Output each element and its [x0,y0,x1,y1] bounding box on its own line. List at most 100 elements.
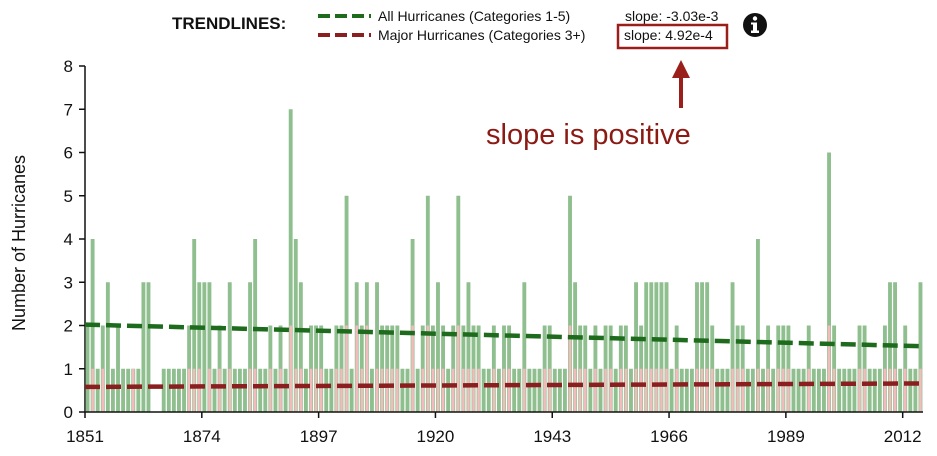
bar-all[interactable] [705,282,710,412]
bar-major[interactable] [807,368,810,412]
bar-major[interactable] [888,368,892,412]
bar-all[interactable] [552,368,557,412]
bar-major[interactable] [583,368,587,412]
bar-major[interactable] [639,368,643,412]
bar-all[interactable] [689,368,694,412]
bar-major[interactable] [187,368,191,412]
bar-all[interactable] [649,282,654,412]
bar-major[interactable] [101,368,105,412]
bar-all[interactable] [522,282,527,412]
bar-all[interactable] [877,368,882,412]
bar-major[interactable] [644,368,648,412]
bar-major[interactable] [832,368,836,412]
bar-major[interactable] [131,368,135,412]
bar-major[interactable] [492,368,496,412]
bar-all[interactable] [166,368,171,412]
bar-major[interactable] [863,368,866,412]
bar-major[interactable] [523,368,526,412]
bar-major[interactable] [675,368,678,412]
bar-all[interactable] [370,368,374,412]
bar-all[interactable] [110,368,115,412]
bar-major[interactable] [695,368,699,412]
bar-major[interactable] [457,325,460,413]
bar-all[interactable] [771,368,776,412]
bar-major[interactable] [787,368,790,412]
bar-major[interactable] [578,368,582,412]
bar-all[interactable] [324,368,329,412]
bar-all[interactable] [872,368,877,412]
bar-major[interactable] [253,368,257,412]
bar-all[interactable] [253,239,258,412]
bar-major[interactable] [451,368,455,412]
legend-label-all[interactable]: All Hurricanes (Categories 1-5) [378,8,570,24]
bar-all[interactable] [105,282,110,412]
bar-all[interactable] [85,325,90,413]
bar-all[interactable] [227,282,232,412]
bar-all[interactable] [684,368,689,412]
bar-all[interactable] [415,368,420,412]
bar-major[interactable] [309,368,313,412]
bar-all[interactable] [405,368,410,412]
bar-all[interactable] [827,152,831,413]
bar-all[interactable] [557,368,562,412]
bar-all[interactable] [573,282,578,412]
bar-all[interactable] [425,195,430,412]
bar-major[interactable] [477,368,480,412]
bar-all[interactable] [197,282,202,412]
bar-all[interactable] [634,282,638,412]
bar-all[interactable] [761,368,765,412]
bar-major[interactable] [467,368,470,412]
bar-major[interactable] [893,368,897,412]
bar-all[interactable] [512,368,517,412]
bar-major[interactable] [208,368,211,412]
bar-all[interactable] [446,368,451,412]
bar-major[interactable] [380,368,384,412]
bar-major[interactable] [756,368,760,412]
bar-all[interactable] [659,282,664,412]
bar-major[interactable] [396,368,399,412]
bar-major[interactable] [269,368,272,412]
bar-all[interactable] [613,368,618,412]
bar-major[interactable] [502,368,506,412]
bar-all[interactable] [222,368,227,412]
bar-all[interactable] [816,368,821,412]
bar-major[interactable] [776,368,780,412]
bar-all[interactable] [263,368,268,412]
bar-major[interactable] [289,325,292,413]
bar-major[interactable] [441,368,445,412]
bar-all[interactable] [344,195,349,412]
bar-all[interactable] [867,368,872,412]
bar-major[interactable] [883,368,887,412]
bar-major[interactable] [319,368,323,412]
bar-all[interactable] [496,368,501,412]
bar-major[interactable] [766,368,770,412]
bar-major[interactable] [660,368,663,412]
bar-all[interactable] [918,282,923,412]
bar-major[interactable] [594,368,597,412]
bar-major[interactable] [279,368,282,412]
bar-major[interactable] [543,368,546,412]
bar-all[interactable] [146,282,151,412]
bar-major[interactable] [462,368,465,412]
bar-major[interactable] [365,325,369,413]
bar-all[interactable] [273,368,278,412]
bar-all[interactable] [745,368,750,412]
bar-major[interactable] [228,368,232,412]
bar-all[interactable] [182,368,186,412]
bar-all[interactable] [116,325,120,413]
bar-major[interactable] [604,368,607,412]
bar-major[interactable] [619,368,623,412]
bar-all[interactable] [293,239,298,412]
bar-major[interactable] [573,368,577,412]
bar-all[interactable] [664,282,669,412]
bar-all[interactable] [95,368,100,412]
bar-all[interactable] [121,368,126,412]
bar-major[interactable] [655,368,658,412]
bar-all[interactable] [537,368,542,412]
bar-all[interactable] [248,282,252,412]
bar-all[interactable] [822,368,826,412]
bar-all[interactable] [842,368,847,412]
bar-all[interactable] [126,368,131,412]
bar-all[interactable] [913,368,918,412]
bar-major[interactable] [919,368,922,412]
